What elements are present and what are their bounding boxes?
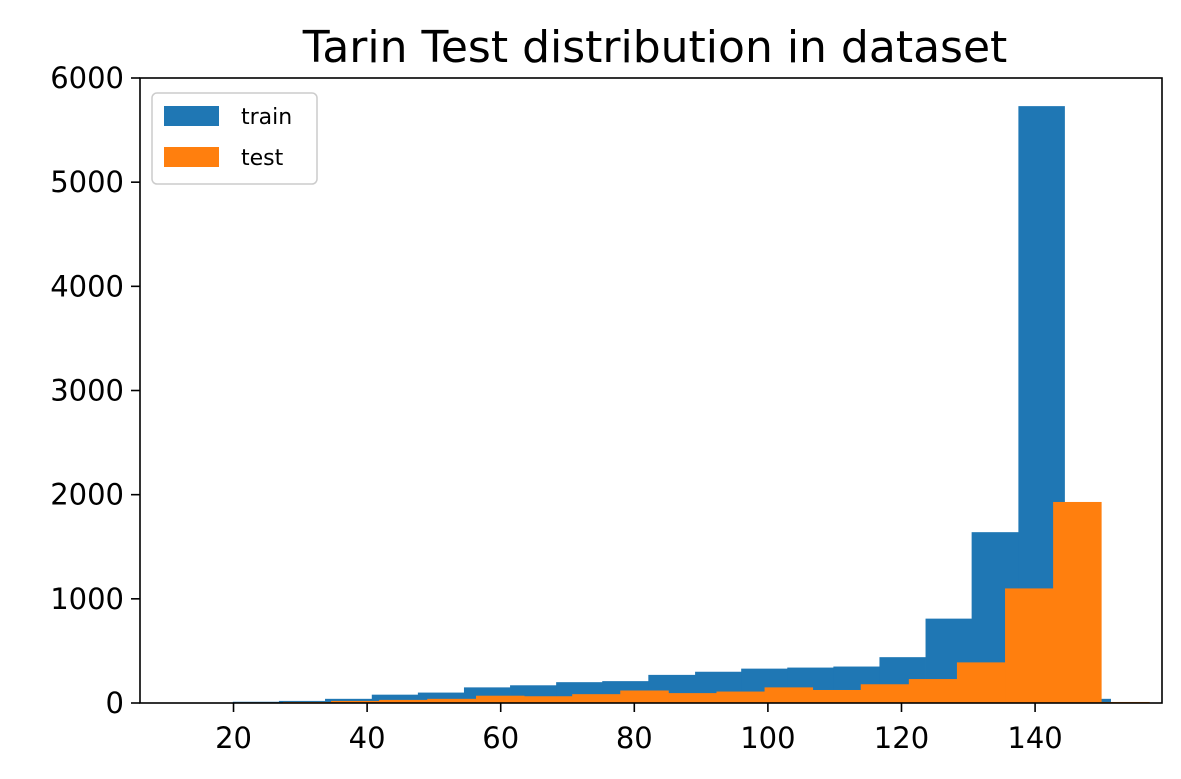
- bar-test-6: [475, 695, 525, 703]
- series-train: [186, 106, 1111, 704]
- x-tick-label-100: 100: [740, 721, 795, 755]
- bar-test-4: [379, 699, 428, 704]
- y-tick-label-4000: 4000: [50, 269, 124, 303]
- y-tick-label-3000: 3000: [50, 374, 124, 408]
- axis-ticks: 20 40 60 80 100 120 140 0 1000 2000 3000 4000 5000 60…: [50, 61, 1063, 755]
- x-tick-label-20: 20: [215, 721, 252, 755]
- bar-test-14: [860, 684, 910, 703]
- bar-train-5: [417, 692, 465, 703]
- bar-test-13: [812, 689, 862, 703]
- bars-layer: [186, 106, 1150, 704]
- bar-test-9: [620, 690, 669, 703]
- legend-swatch-train: [164, 106, 219, 126]
- legend-label-test: test: [241, 146, 284, 171]
- y-tick-label-6000: 6000: [50, 61, 124, 95]
- legend-label-train: train: [241, 105, 292, 130]
- bar-test-12: [764, 687, 814, 704]
- bar-train-3: [325, 698, 373, 703]
- bar-test-8: [572, 694, 621, 703]
- x-tick-label-120: 120: [874, 721, 929, 755]
- chart-title: Tarin Test distribution in dataset: [302, 22, 1008, 73]
- x-tick-label-40: 40: [349, 721, 386, 755]
- y-tick-label-0: 0: [106, 686, 124, 720]
- bar-train-4: [371, 694, 419, 703]
- bar-train-2: [278, 700, 326, 703]
- y-tick-label-1000: 1000: [50, 582, 124, 616]
- bar-test-15: [908, 679, 958, 703]
- legend: train test: [151, 92, 318, 185]
- bar-test-3: [331, 700, 380, 703]
- y-tick-label-2000: 2000: [50, 478, 124, 512]
- bar-test-18: [1053, 501, 1102, 703]
- bar-test-5: [427, 698, 477, 703]
- bar-test-7: [524, 696, 573, 703]
- bar-test-17: [1005, 588, 1054, 703]
- bar-test-10: [668, 693, 717, 703]
- bar-test-11: [716, 691, 765, 703]
- bar-test-16: [956, 662, 1006, 704]
- series-test: [186, 501, 1150, 704]
- x-tick-label-60: 60: [482, 721, 519, 755]
- legend-swatch-test: [164, 147, 219, 167]
- y-tick-label-5000: 5000: [50, 165, 124, 199]
- x-tick-label-80: 80: [616, 721, 653, 755]
- x-tick-label-140: 140: [1007, 721, 1062, 755]
